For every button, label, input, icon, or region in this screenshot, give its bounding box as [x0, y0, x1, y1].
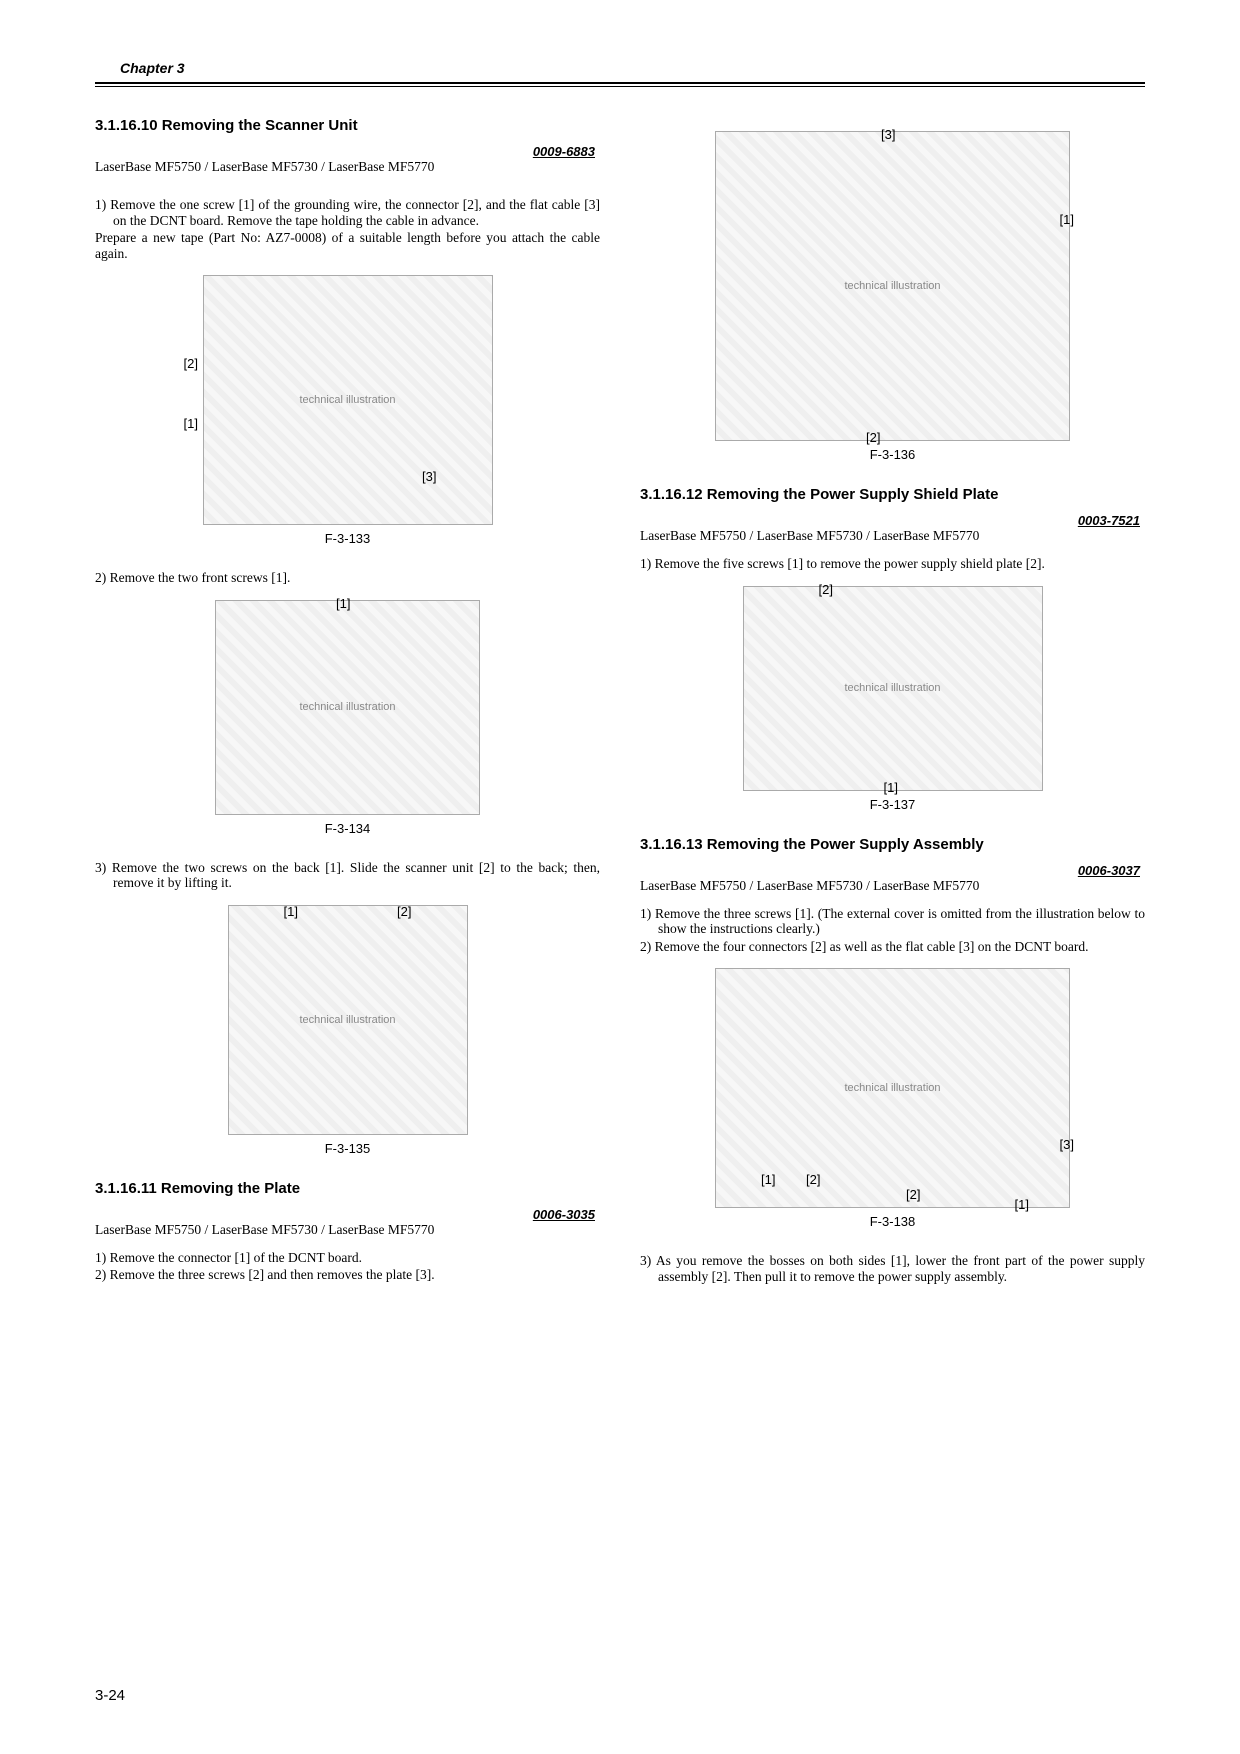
figure-138: technical illustration [1] [2] [2] [1] […	[640, 968, 1145, 1229]
figure-caption: F-3-138	[870, 1214, 916, 1229]
chapter-header: Chapter 3	[95, 60, 1145, 76]
step-text: 1) Remove the five screws [1] to remove …	[640, 556, 1145, 572]
step-text: 3) Remove the two screws on the back [1]…	[95, 860, 600, 891]
models-line: LaserBase MF5750 / LaserBase MF5730 / La…	[95, 1222, 600, 1238]
callout-2: [2]	[184, 356, 198, 371]
figure-image: technical illustration [2] [1] [3]	[203, 275, 493, 525]
callout-2: [2]	[819, 582, 833, 597]
models-line: LaserBase MF5750 / LaserBase MF5730 / La…	[640, 878, 1145, 894]
models-line: LaserBase MF5750 / LaserBase MF5730 / La…	[640, 528, 1145, 544]
section-heading-11: 3.1.16.11 Removing the Plate	[95, 1180, 600, 1197]
callout-2b: [2]	[906, 1187, 920, 1202]
figure-136: technical illustration [3] [1] [2] F-3-1…	[640, 131, 1145, 462]
step-text: 3) As you remove the bosses on both side…	[640, 1253, 1145, 1284]
placeholder-label: technical illustration	[300, 701, 396, 713]
figure-134: technical illustration [1] F-3-134	[95, 600, 600, 836]
left-column: 3.1.16.10 Removing the Scanner Unit 0009…	[95, 117, 600, 1286]
step-text: 1) Remove the one screw [1] of the groun…	[95, 197, 600, 228]
placeholder-label: technical illustration	[845, 280, 941, 292]
callout-1a: [1]	[761, 1172, 775, 1187]
figure-caption: F-3-134	[325, 821, 371, 836]
figure-image: technical illustration [1] [2]	[228, 905, 468, 1135]
placeholder-label: technical illustration	[300, 394, 396, 406]
callout-1: [1]	[284, 904, 298, 919]
doc-code-12: 0003-7521	[640, 513, 1145, 528]
callout-1b: [1]	[1015, 1197, 1029, 1212]
figure-137: technical illustration [2] [1] F-3-137	[640, 586, 1145, 812]
figure-133: technical illustration [2] [1] [3] F-3-1…	[95, 275, 600, 546]
figure-caption: F-3-137	[870, 797, 916, 812]
figure-image: technical illustration [1]	[215, 600, 480, 815]
callout-1: [1]	[336, 596, 350, 611]
section-heading-10: 3.1.16.10 Removing the Scanner Unit	[95, 117, 600, 134]
figure-image: technical illustration [3] [1] [2]	[715, 131, 1070, 441]
callout-1: [1]	[184, 416, 198, 431]
callout-2a: [2]	[806, 1172, 820, 1187]
doc-code-10: 0009-6883	[95, 144, 600, 159]
placeholder-label: technical illustration	[845, 682, 941, 694]
step-text: 2) Remove the four connectors [2] as wel…	[640, 939, 1145, 955]
callout-1: [1]	[884, 780, 898, 795]
page-number: 3-24	[95, 1687, 125, 1704]
figure-image: technical illustration [1] [2] [2] [1] […	[715, 968, 1070, 1208]
step-text: 2) Remove the two front screws [1].	[95, 570, 600, 586]
figure-135: technical illustration [1] [2] F-3-135	[95, 905, 600, 1156]
right-column: technical illustration [3] [1] [2] F-3-1…	[640, 117, 1145, 1286]
placeholder-label: technical illustration	[300, 1014, 396, 1026]
section-heading-13: 3.1.16.13 Removing the Power Supply Asse…	[640, 836, 1145, 853]
figure-caption: F-3-136	[870, 447, 916, 462]
doc-code-11: 0006-3035	[95, 1207, 600, 1222]
header-rule	[95, 82, 1145, 87]
callout-3: [3]	[881, 127, 895, 142]
placeholder-label: technical illustration	[845, 1082, 941, 1094]
two-column-layout: 3.1.16.10 Removing the Scanner Unit 0009…	[95, 117, 1145, 1286]
models-line: LaserBase MF5750 / LaserBase MF5730 / La…	[95, 159, 600, 175]
callout-2: [2]	[397, 904, 411, 919]
callout-3: [3]	[1060, 1137, 1074, 1152]
step-text: 1) Remove the three screws [1]. (The ext…	[640, 906, 1145, 937]
callout-2: [2]	[866, 430, 880, 445]
figure-caption: F-3-135	[325, 1141, 371, 1156]
doc-code-13: 0006-3037	[640, 863, 1145, 878]
section-heading-12: 3.1.16.12 Removing the Power Supply Shie…	[640, 486, 1145, 503]
callout-3: [3]	[422, 469, 436, 484]
figure-image: technical illustration [2] [1]	[743, 586, 1043, 791]
step-text: 1) Remove the connector [1] of the DCNT …	[95, 1250, 600, 1266]
step-text: 2) Remove the three screws [2] and then …	[95, 1267, 600, 1283]
figure-caption: F-3-133	[325, 531, 371, 546]
callout-1: [1]	[1060, 212, 1074, 227]
step-text: Prepare a new tape (Part No: AZ7-0008) o…	[95, 230, 600, 261]
